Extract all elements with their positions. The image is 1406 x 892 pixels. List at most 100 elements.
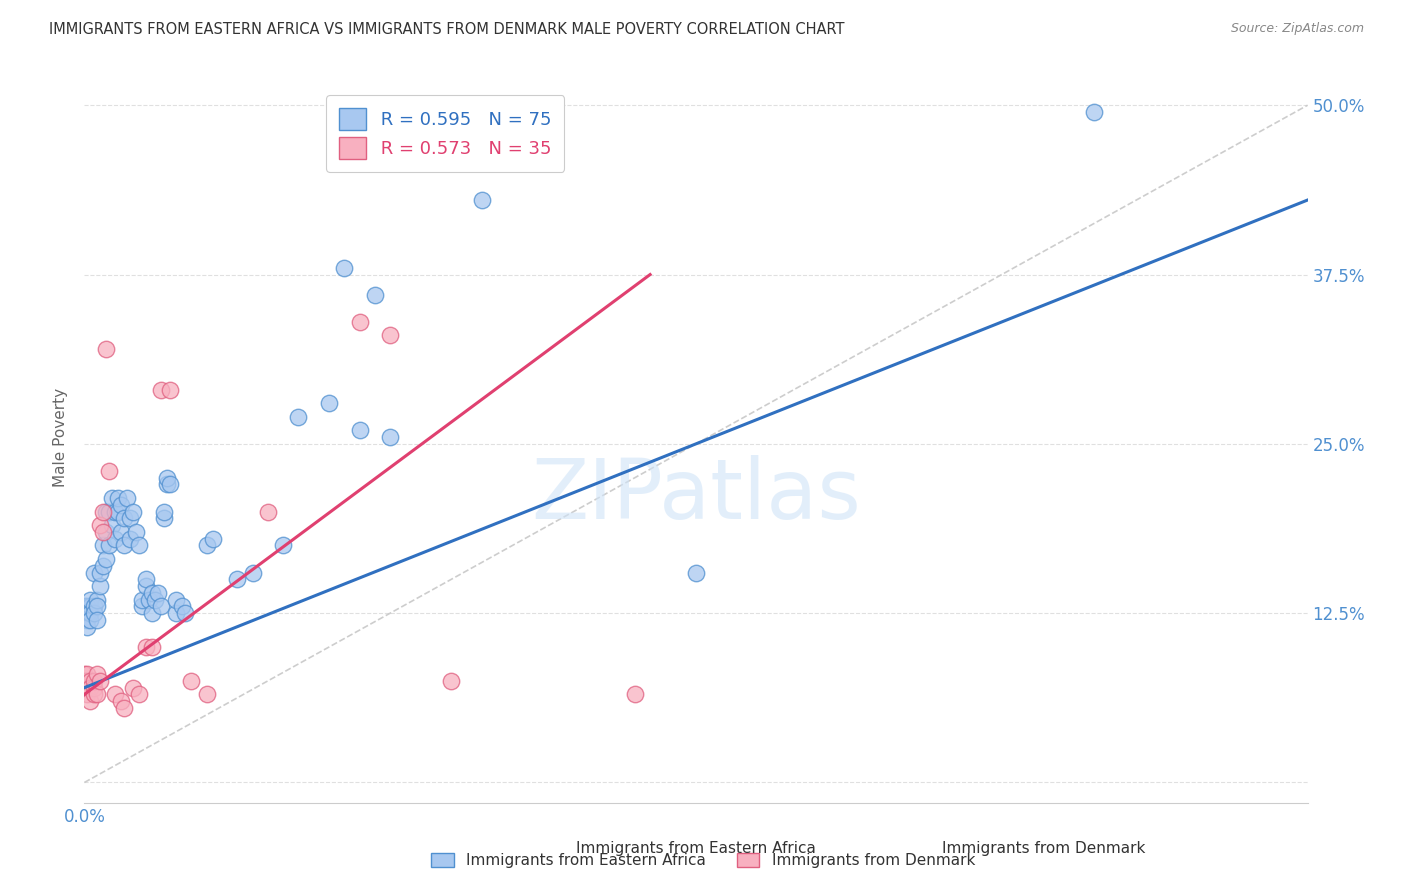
Point: [333, 260, 356, 275]
Point: [110, 524, 132, 539]
Point: [76, 667, 98, 681]
Point: [318, 396, 340, 410]
Point: [1083, 105, 1105, 120]
Point: [143, 592, 166, 607]
Point: [83, 566, 105, 580]
Point: [79, 592, 101, 607]
Point: [135, 572, 157, 586]
Point: [73, 667, 96, 681]
Point: [79, 599, 101, 614]
Point: [89, 673, 111, 688]
Point: [349, 423, 371, 437]
Point: [104, 532, 127, 546]
Point: [86, 599, 108, 614]
Point: [685, 566, 707, 580]
Point: [141, 640, 163, 654]
Text: Immigrants from Denmark: Immigrants from Denmark: [942, 841, 1146, 856]
Point: [91, 558, 114, 573]
Point: [156, 477, 179, 491]
Point: [120, 511, 142, 525]
Point: [76, 688, 98, 702]
Point: [97, 538, 120, 552]
Text: Source: ZipAtlas.com: Source: ZipAtlas.com: [1230, 22, 1364, 36]
Point: [86, 688, 108, 702]
Point: [141, 606, 163, 620]
Point: [89, 518, 111, 533]
Point: [242, 566, 264, 580]
Point: [135, 640, 157, 654]
Point: [97, 464, 120, 478]
Point: [120, 532, 142, 546]
Point: [624, 688, 647, 702]
Point: [159, 477, 181, 491]
Point: [91, 505, 114, 519]
Point: [83, 681, 105, 695]
Point: [73, 599, 96, 614]
Point: [76, 599, 98, 614]
Point: [380, 328, 402, 343]
Point: [73, 673, 96, 688]
Point: [226, 572, 249, 586]
Point: [122, 681, 145, 695]
Point: [138, 592, 160, 607]
Point: [79, 694, 101, 708]
Point: [122, 505, 145, 519]
Point: [125, 524, 148, 539]
Point: [94, 552, 117, 566]
Point: [94, 505, 117, 519]
Point: [257, 505, 280, 519]
Point: [174, 606, 197, 620]
Point: [153, 511, 176, 525]
Point: [128, 538, 150, 552]
Point: [149, 383, 172, 397]
Text: Immigrants from Eastern Africa: Immigrants from Eastern Africa: [576, 841, 817, 856]
Point: [83, 599, 105, 614]
Point: [201, 532, 224, 546]
Point: [172, 599, 194, 614]
Point: [79, 613, 101, 627]
Point: [89, 579, 111, 593]
Point: [101, 518, 124, 533]
Point: [107, 505, 129, 519]
Point: [76, 606, 98, 620]
Point: [115, 491, 138, 505]
Point: [110, 498, 132, 512]
Point: [89, 566, 111, 580]
Point: [440, 673, 463, 688]
Point: [159, 383, 181, 397]
Point: [104, 505, 127, 519]
Point: [112, 511, 135, 525]
Point: [97, 505, 120, 519]
Legend: Immigrants from Eastern Africa, Immigrants from Denmark: Immigrants from Eastern Africa, Immigran…: [425, 847, 981, 874]
Point: [146, 586, 169, 600]
Point: [165, 592, 187, 607]
Point: [110, 694, 132, 708]
Point: [165, 606, 187, 620]
Point: [131, 599, 153, 614]
Legend:  R = 0.595   N = 75,  R = 0.573   N = 35: R = 0.595 N = 75, R = 0.573 N = 35: [326, 95, 564, 171]
Point: [107, 491, 129, 505]
Point: [180, 673, 202, 688]
Point: [153, 505, 176, 519]
Point: [91, 538, 114, 552]
Point: [79, 606, 101, 620]
Text: ZIPatlas: ZIPatlas: [531, 455, 860, 536]
Point: [76, 613, 98, 627]
Point: [195, 538, 218, 552]
Point: [94, 524, 117, 539]
Point: [83, 673, 105, 688]
Point: [76, 620, 98, 634]
Point: [195, 688, 218, 702]
Point: [86, 613, 108, 627]
Y-axis label: Male Poverty: Male Poverty: [53, 387, 69, 487]
Point: [86, 667, 108, 681]
Point: [156, 471, 179, 485]
Point: [287, 409, 309, 424]
Point: [364, 288, 387, 302]
Point: [91, 524, 114, 539]
Point: [79, 681, 101, 695]
Point: [101, 491, 124, 505]
Point: [112, 701, 135, 715]
Point: [104, 688, 127, 702]
Point: [131, 592, 153, 607]
